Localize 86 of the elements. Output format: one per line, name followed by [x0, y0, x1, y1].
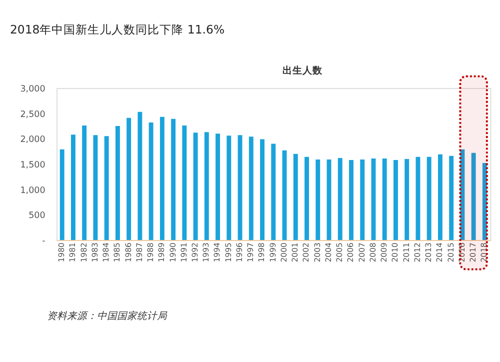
bar — [438, 154, 442, 240]
x-tick-label: 1983 — [90, 242, 100, 262]
bar — [326, 159, 332, 240]
x-tick-label: 1986 — [124, 242, 133, 262]
bar — [426, 156, 432, 240]
x-tick-label: 2012 — [412, 242, 422, 262]
bar — [193, 132, 198, 240]
bar — [271, 144, 276, 240]
x-tick-label: 2001 — [290, 242, 300, 262]
bar — [171, 118, 176, 240]
bar — [148, 122, 154, 240]
x-tick-label: 2011 — [402, 242, 411, 262]
bar — [471, 152, 476, 240]
x-tick-label: 2003 — [312, 242, 322, 262]
x-tick-label: 1996 — [234, 242, 244, 262]
bar — [126, 118, 132, 240]
x-tick-label: 2008 — [368, 242, 378, 262]
chart-subtitle: 出生人数 — [282, 64, 324, 76]
bar — [60, 149, 64, 240]
bar — [204, 132, 209, 240]
x-tick-label: 2009 — [380, 242, 389, 262]
bar — [416, 156, 420, 240]
x-tick-label: 1993 — [202, 242, 211, 262]
y-tick-label: - — [42, 236, 46, 246]
bar — [282, 150, 287, 240]
bar — [260, 139, 264, 240]
x-tick-label: 1989 — [157, 242, 166, 262]
bar — [338, 158, 342, 240]
y-tick-label: 2,000 — [20, 135, 46, 146]
bar — [349, 160, 354, 240]
bar — [316, 159, 320, 240]
bar — [160, 116, 164, 240]
y-tick-label: 2,500 — [20, 110, 46, 120]
bar — [304, 156, 309, 240]
bar — [82, 126, 87, 240]
bar — [404, 158, 410, 240]
x-tick-label: 1982 — [79, 242, 88, 262]
x-tick-label: 2006 — [346, 242, 356, 262]
x-tick-label: 2000 — [279, 242, 288, 262]
x-tick-label: 1995 — [224, 242, 233, 262]
bar — [115, 126, 120, 240]
bar — [360, 159, 365, 240]
x-tick-label: 2002 — [302, 242, 311, 262]
x-tick-label: 1985 — [112, 242, 122, 262]
x-tick-label: 1999 — [268, 242, 278, 262]
bar — [482, 163, 487, 240]
x-tick-label: 2014 — [435, 242, 444, 262]
x-tick-label: 2010 — [390, 242, 400, 262]
x-tick-label: 2004 — [324, 242, 333, 262]
x-tick-label: 1992 — [190, 242, 200, 262]
bar — [449, 156, 454, 240]
bar — [248, 136, 254, 240]
bar — [394, 160, 398, 240]
chart-title: 2018年中国新生儿人数同比下降 11.6% — [10, 22, 225, 36]
bar — [104, 136, 109, 240]
bar — [293, 154, 298, 240]
x-tick-label: 1981 — [68, 242, 78, 262]
x-tick-label: 2013 — [424, 242, 434, 262]
x-tick-label: 2017 — [468, 242, 478, 262]
bar — [238, 135, 242, 240]
bar — [138, 112, 142, 240]
bar — [216, 134, 220, 240]
y-tick-label: 1,000 — [20, 186, 46, 196]
x-tick-label: 2015 — [446, 242, 456, 262]
x-tick-label: 2007 — [357, 242, 366, 262]
y-tick-label: 1,500 — [20, 160, 46, 170]
x-tick-label: 1991 — [179, 242, 188, 262]
x-tick-label: 1994 — [212, 242, 222, 262]
bar — [70, 134, 76, 240]
bar — [460, 149, 465, 240]
x-tick-label: 1988 — [146, 242, 156, 262]
bar — [93, 135, 98, 240]
x-tick-label: 1998 — [257, 242, 266, 262]
x-tick-label: 1987 — [134, 242, 144, 262]
bar — [226, 136, 232, 240]
text: 资料来源：中国国家统计局 — [46, 310, 168, 322]
y-tick-label: 3,000 — [20, 84, 46, 94]
bar — [182, 126, 187, 240]
y-tick-label: 500 — [28, 211, 46, 222]
x-tick-label: 1990 — [168, 242, 178, 262]
x-tick-label: 1984 — [102, 242, 111, 262]
x-tick-label: 1997 — [246, 242, 256, 262]
bar — [371, 158, 376, 240]
x-tick-label: 1980 — [57, 242, 66, 262]
bar — [382, 158, 387, 240]
x-tick-label: 2005 — [335, 242, 344, 262]
